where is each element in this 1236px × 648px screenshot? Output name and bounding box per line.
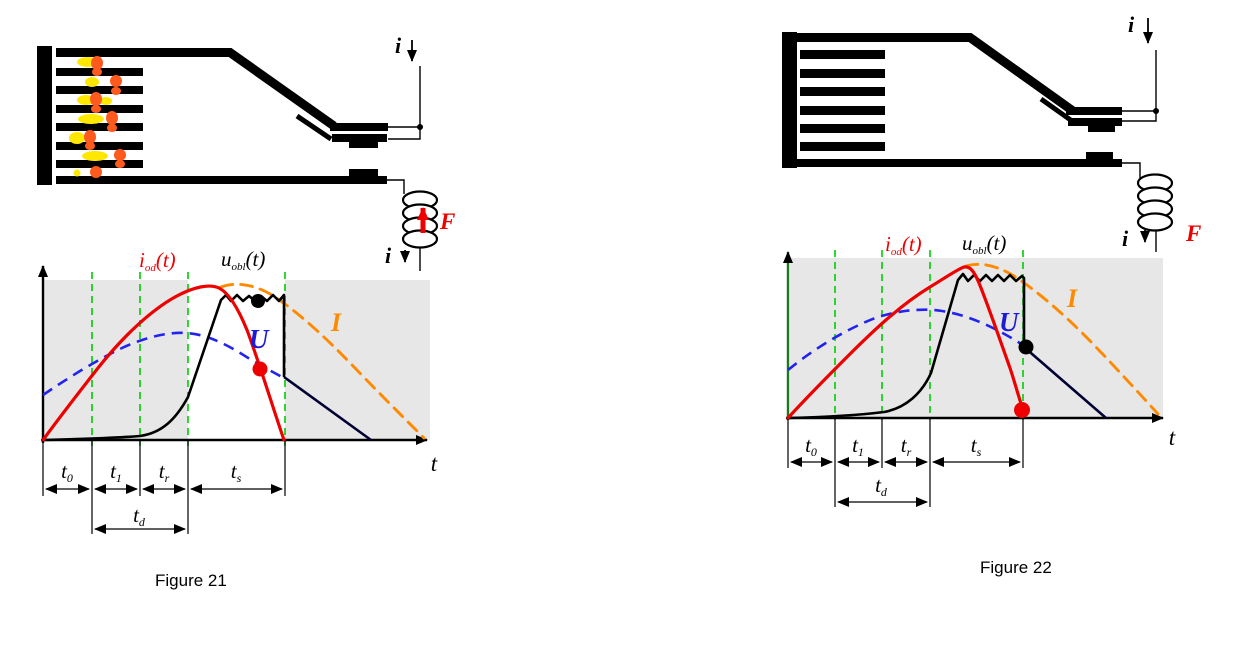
fig22-current-out-label: i <box>1122 226 1129 251</box>
fig22-splitter-plates <box>800 50 885 151</box>
fig21-iod-label: iod(t) <box>139 248 176 274</box>
fig22-recovery-voltage-line <box>1023 346 1107 419</box>
fig22-coil-lead-wire <box>1122 162 1141 178</box>
fig21-red-dot <box>252 361 268 377</box>
fig21-t1-label: t1 <box>110 459 122 485</box>
fig22-ts-label: ts <box>971 433 982 459</box>
fig21-arc-chute-schematic: i F i <box>37 33 455 271</box>
fig21-arc-current-curve <box>41 284 286 442</box>
fig21-force-label: F <box>439 209 455 234</box>
fig22-supply-voltage-curve <box>787 308 1027 372</box>
fig22-t-axis-label: t <box>1169 425 1176 450</box>
fig21-t-axis-label: t <box>431 451 438 476</box>
fig21-fixed-contact-pad <box>349 169 378 176</box>
figure-22: i i F <box>782 12 1201 577</box>
fig22-junction-dot <box>1153 108 1159 114</box>
fig21-td-label: td <box>133 503 146 529</box>
fig21-current-out-label: i <box>385 243 392 268</box>
fig22-td-label: td <box>875 473 888 499</box>
fig22-prospective-current-label: I <box>1066 284 1078 313</box>
fig21-moving-contact-bar-top <box>330 123 388 131</box>
fig22-t1-label: t1 <box>852 433 864 459</box>
fig22-uobl-label: uobl(t) <box>962 231 1006 257</box>
fig21-moving-contact-bar-bottom <box>332 134 387 142</box>
fig21-contact-arm-strip <box>295 113 333 142</box>
fig21-tr-label: tr <box>159 459 170 485</box>
fig21-top-runner-plate <box>56 48 337 130</box>
figure-21: i F i <box>37 33 455 590</box>
fig22-graph: iod(t) uobl(t) U I t t0 t1 tr ts td <box>783 231 1176 507</box>
fig22-moving-contact-bar-top <box>1066 107 1122 115</box>
fig21-supply-voltage-label: U <box>249 324 270 354</box>
fig21-supply-voltage-curve <box>42 331 283 397</box>
fig22-interval-annotations: t0 t1 tr ts td <box>787 419 1024 507</box>
fig21-bottom-runner-plate <box>56 176 387 184</box>
fig21-t0-label: t0 <box>61 459 73 485</box>
fig21-coil-lead-wire <box>387 179 405 194</box>
fig21-arc-plasma <box>69 56 126 178</box>
fig22-iod-label: iod(t) <box>885 232 922 258</box>
fig22-contact-wire-loop <box>1122 110 1157 122</box>
fig21-ts-label: ts <box>231 459 242 485</box>
fig22-black-dot <box>1018 339 1034 355</box>
fig21-current-in-label: i <box>395 33 402 58</box>
fig22-arc-current-curve <box>786 265 1025 420</box>
fig21-contact-wire-loop <box>388 126 421 140</box>
fig22-fixed-contact-pad <box>1086 152 1113 159</box>
fig22-t0-label: t0 <box>805 433 817 459</box>
fig21-graph: iod(t) uobl(t) U I t t0 t1 tr ts td <box>38 247 438 534</box>
fig22-arc-voltage-curve <box>787 272 1026 420</box>
fig22-top-runner-plate <box>797 33 1076 115</box>
fig22-caption: Figure 22 <box>980 558 1052 577</box>
fig22-supply-voltage-label: U <box>999 307 1020 337</box>
fig21-back-wall <box>37 46 52 185</box>
fig22-moving-contact-bar-bottom <box>1068 118 1122 126</box>
fig21-uobl-label: uobl(t) <box>221 247 265 273</box>
fig21-prospective-current-curve <box>219 282 426 440</box>
fig22-back-wall <box>782 32 797 168</box>
fig21-junction-dot <box>417 124 423 130</box>
fig22-gray-region <box>790 258 1163 418</box>
fig22-prospective-current-curve <box>964 262 1160 416</box>
fig21-prospective-current-label: I <box>330 308 342 337</box>
fig22-current-in-label: i <box>1128 12 1135 37</box>
fig21-blowout-coil <box>401 190 439 249</box>
fig21-caption: Figure 21 <box>155 571 227 590</box>
fig22-red-dot <box>1014 402 1030 418</box>
fig21-arcing-window <box>188 280 285 440</box>
fig21-recovery-voltage-line <box>283 375 372 442</box>
fig22-force-label: F <box>1185 221 1201 246</box>
fig22-moving-contact-pad <box>1088 126 1115 132</box>
fig21-interval-annotations: t0 t1 tr ts td <box>42 441 286 534</box>
fig21-black-dot <box>251 294 265 308</box>
fig21-moving-contact-pad <box>349 142 378 148</box>
fig22-tr-label: tr <box>901 433 912 459</box>
fig22-bottom-runner-plate <box>797 159 1122 167</box>
fig22-arc-chute-schematic: i i F <box>782 12 1201 252</box>
fig22-contact-arm-strip <box>1039 96 1074 124</box>
fig22-blowout-coil <box>1136 173 1174 232</box>
